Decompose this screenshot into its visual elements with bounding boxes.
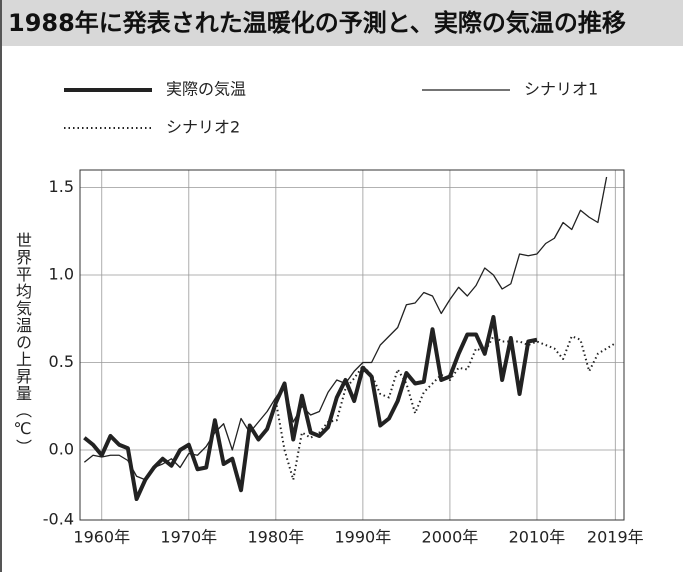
legend-label: シナリオ2 xyxy=(166,118,240,137)
x-tick-label: 2019年 xyxy=(587,528,644,547)
x-tick-label: 2000年 xyxy=(422,528,479,547)
legend-label: シナリオ1 xyxy=(524,80,598,99)
x-tick-label: 1960年 xyxy=(73,528,130,547)
series-line xyxy=(83,315,538,501)
x-tick-label: 1980年 xyxy=(247,528,304,547)
series-line xyxy=(83,176,608,481)
plot-frame xyxy=(79,169,625,521)
y-tick-label: 1.0 xyxy=(49,265,74,284)
chart-title: 1988年に発表された温暖化の予測と、実際の気温の推移 xyxy=(2,0,683,46)
legend-label: 実際の気温 xyxy=(166,80,246,99)
y-axis-label: 世界平均気温の上昇量（℃） xyxy=(13,232,32,456)
y-tick-label: 0.5 xyxy=(49,352,74,371)
x-tick-label: 2010年 xyxy=(509,528,566,547)
y-tick-label: -0.4 xyxy=(43,510,74,529)
y-tick-label: 1.5 xyxy=(49,177,74,196)
x-tick-label: 1970年 xyxy=(160,528,217,547)
x-tick-label: 1990年 xyxy=(335,528,392,547)
series-line xyxy=(274,335,616,481)
y-tick-label: 0.0 xyxy=(49,440,74,459)
